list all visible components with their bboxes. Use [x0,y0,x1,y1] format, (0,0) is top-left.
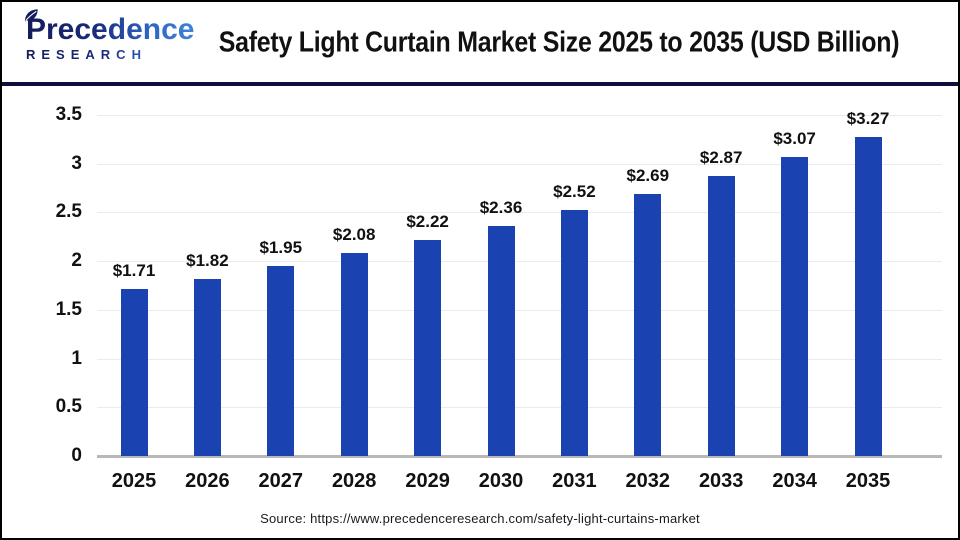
bar-value-label: $2.87 [699,148,743,168]
gridline [97,115,942,116]
leaf-icon [25,9,38,22]
bar-value-label: $2.52 [553,182,596,202]
bar [267,266,295,456]
x-tick-label: 2032 [625,470,671,492]
y-tick-label: 1.5 [55,298,82,320]
x-tick-label: 2031 [552,470,597,492]
y-tick-label: 0.5 [55,396,82,418]
x-tick-label: 2026 [185,470,230,492]
y-tick-label: 0 [71,445,82,466]
x-axis-line [97,455,942,458]
bar [707,176,735,456]
x-tick-label: 2033 [698,470,744,492]
y-tick-label: 3 [71,152,82,174]
bar [414,239,442,456]
page-title: Safety Light Curtain Market Size 2025 to… [218,26,900,59]
x-tick-label: 2034 [772,470,817,492]
bar-value-label: $2.36 [479,198,523,218]
bar [120,289,148,456]
header: Precedence RESEARCH Safety Light Curtain… [2,2,958,86]
bar-value-label: $1.82 [186,250,229,270]
bar [854,137,882,456]
gridline [97,358,942,360]
gridline [97,212,942,214]
bar [781,156,809,456]
bar [193,278,221,456]
logo-wordmark: Precedence [26,13,195,46]
y-tick-label: 2 [71,250,82,272]
x-tick-label: 2025 [111,470,157,492]
bar-chart: 0 0.5 1 1.5 2 2.5 3 3.5 $1.71 2025 $1.82 2026 $1.95 2… [2,86,958,538]
bar-value-label: $2.69 [626,165,670,185]
bar-value-label: $2.08 [332,225,376,245]
bar-value-label: $3.07 [773,128,816,148]
bar-value-label: $1.95 [259,238,303,257]
logo-subtitle: RESEARCH [26,47,196,62]
gridline [97,309,942,311]
x-tick-label: 2028 [331,470,377,492]
bar [634,193,662,456]
y-tick-label: 3.5 [55,104,82,125]
bar [340,253,368,456]
gridline [97,163,942,165]
x-tick-label: 2030 [478,470,524,492]
bar-value-label: $1.71 [112,261,156,281]
y-tick-label: 2.5 [55,201,82,223]
y-tick-label: 1 [71,347,82,369]
bar-value-label: $2.22 [406,211,449,231]
bar-value-label: $3.27 [846,109,890,129]
x-tick-label: 2027 [258,470,304,492]
x-tick-label: 2029 [405,470,450,492]
gridline [97,261,942,263]
bar [560,210,588,456]
gridline [97,407,942,409]
bar [487,226,515,456]
precedence-research-logo: Precedence RESEARCH [25,9,196,62]
x-tick-label: 2035 [845,470,891,492]
source-attribution: Source: https://www.precedenceresearch.c… [260,511,700,526]
